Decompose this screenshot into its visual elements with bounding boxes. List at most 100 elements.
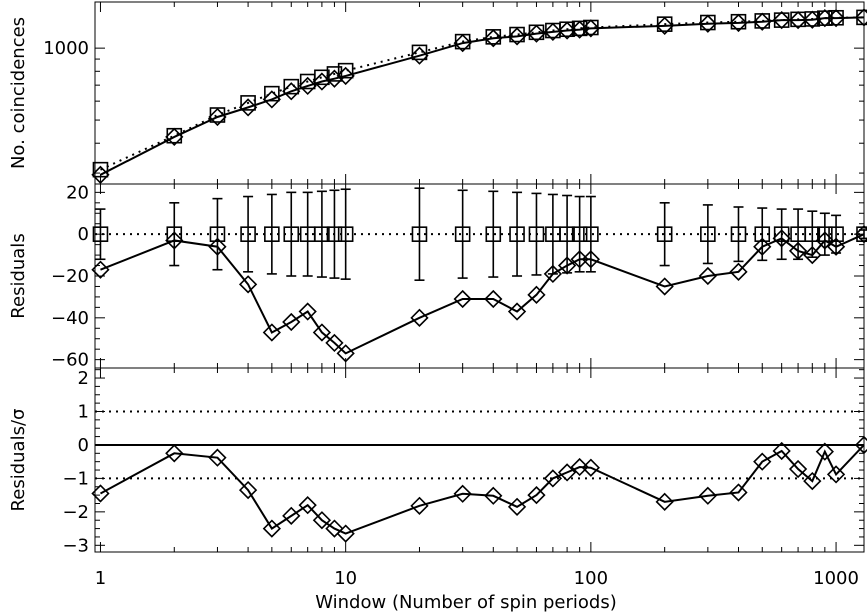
y-tick-label: −2 <box>62 502 89 523</box>
square-marker <box>804 226 821 242</box>
diamond-marker <box>298 302 317 321</box>
x-tick-label: 10 <box>334 568 357 589</box>
square-marker <box>326 66 343 82</box>
y-tick-label: −20 <box>51 266 89 287</box>
diamond-marker <box>312 511 332 530</box>
y-tick-label: 1 <box>78 401 89 422</box>
x-tick-label: 1000 <box>813 568 859 589</box>
diamond-marker <box>772 10 791 30</box>
diamond-marker <box>298 496 317 515</box>
diamond-marker <box>729 13 748 33</box>
diamond-marker <box>410 496 429 515</box>
diamond-marker <box>581 458 600 477</box>
diamond-marker <box>788 459 808 479</box>
diamond-series-line <box>100 233 865 355</box>
diamond-marker <box>325 69 344 88</box>
y-axis-label: Residuals/σ <box>8 409 29 512</box>
y-tick-label: −1 <box>62 468 89 489</box>
diamond-marker <box>655 277 674 296</box>
diamond-marker <box>262 323 281 342</box>
square-marker <box>656 226 673 242</box>
square-marker <box>264 85 280 102</box>
diamond-marker <box>581 250 600 269</box>
square-marker <box>92 161 109 178</box>
diamond-marker <box>854 8 867 27</box>
diamond-marker <box>854 435 867 455</box>
diamond-marker <box>854 225 867 244</box>
diamond-marker <box>788 10 808 30</box>
diamond-marker <box>570 457 589 477</box>
diamond-marker <box>772 229 791 248</box>
y-tick-label: 2 <box>78 368 89 389</box>
diamond-marker <box>772 441 791 461</box>
diamond-series-line <box>100 16 865 176</box>
diamond-marker <box>507 497 527 516</box>
diamond-marker <box>698 486 717 505</box>
square-marker <box>730 226 747 242</box>
diamond-marker <box>803 471 822 491</box>
diamond-marker <box>282 506 301 526</box>
diamond-marker <box>581 19 600 38</box>
diamond-marker <box>655 16 674 35</box>
diamond-marker <box>208 107 227 127</box>
diamond-marker <box>325 333 344 353</box>
diamond-marker <box>815 442 834 461</box>
diamond-marker <box>325 519 344 538</box>
diamond-marker <box>91 484 110 503</box>
diamond-marker <box>803 245 822 265</box>
diamond-marker <box>312 323 332 342</box>
diamond-marker <box>238 480 258 500</box>
diamond-marker <box>453 289 472 309</box>
y-axis-label: No. coincidences <box>8 17 29 169</box>
square-marker <box>209 226 226 242</box>
square-marker <box>828 226 844 242</box>
square-marker <box>337 62 354 79</box>
y-tick-label: 0 <box>78 224 89 245</box>
diamond-marker <box>753 237 772 256</box>
square-marker <box>773 226 790 242</box>
diamond-marker <box>788 241 808 261</box>
diamond-marker <box>753 452 772 471</box>
diamond-marker <box>826 9 846 28</box>
diamond-marker <box>484 29 503 48</box>
diamond-marker <box>543 22 563 41</box>
diamond-marker <box>826 465 846 484</box>
diamond-marker <box>527 24 546 43</box>
diamond-marker <box>543 264 563 284</box>
diamond-marker <box>165 444 184 463</box>
panel-frame <box>94 1 865 185</box>
diamond-marker <box>698 14 717 33</box>
y-tick-label: −3 <box>62 535 89 556</box>
diamond-marker <box>826 237 846 256</box>
diamond-marker <box>557 256 577 275</box>
square-marker <box>240 226 256 242</box>
diamond-marker <box>729 262 748 281</box>
square-marker <box>528 226 545 242</box>
square-marker <box>92 226 109 242</box>
diamond-marker <box>698 266 717 286</box>
diamond-marker <box>165 231 184 250</box>
square-marker <box>283 78 300 95</box>
diamond-marker <box>262 519 281 538</box>
x-axis-label: Window (Number of spin periods) <box>315 592 617 613</box>
y-tick-label: −60 <box>51 350 89 371</box>
square-marker <box>700 226 716 242</box>
x-tick-label: 100 <box>574 568 608 589</box>
residuals-panel: −60 −40 −20 0 20 Residuals <box>8 182 867 371</box>
diamond-marker <box>527 285 546 304</box>
y-tick-label: 20 <box>66 182 89 203</box>
diamond-marker <box>484 486 503 505</box>
diamond-marker <box>815 231 834 250</box>
diamond-marker <box>557 463 577 482</box>
diamond-marker <box>507 27 527 46</box>
diamond-marker <box>336 344 355 363</box>
square-marker <box>583 226 599 242</box>
square-marker <box>485 226 502 242</box>
diamond-marker <box>262 90 281 109</box>
diamond-marker <box>91 260 110 279</box>
square-marker <box>337 226 354 242</box>
square-marker <box>571 226 588 242</box>
coincidences-panel: 1000 No. coincidences <box>8 1 867 185</box>
square-marker <box>240 95 256 111</box>
square-marker <box>454 226 471 242</box>
